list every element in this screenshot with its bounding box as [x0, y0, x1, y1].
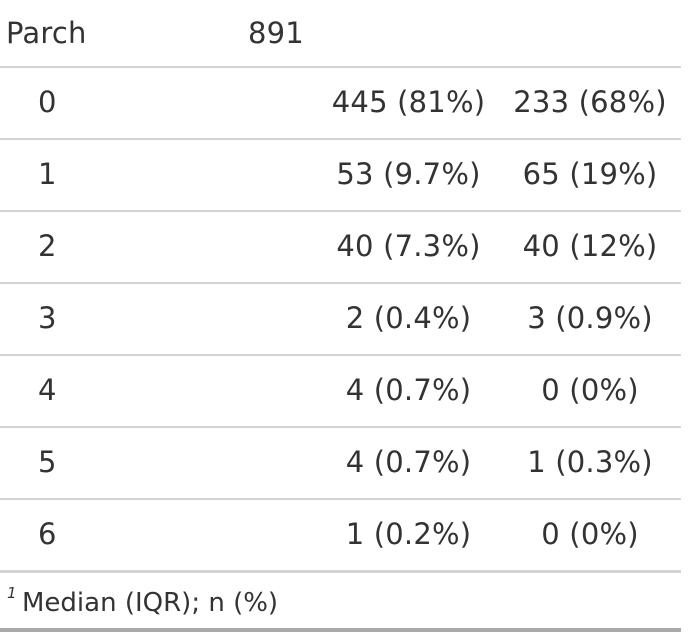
level-label: 2 — [38, 229, 57, 263]
footnote-marker: 1 — [7, 584, 17, 602]
level-label: 0 — [38, 85, 57, 119]
level-label: 1 — [38, 157, 57, 191]
group1-value: 445 (81%) — [331, 85, 486, 119]
table-row: 5 4 (0.7%) 1 (0.3%) — [0, 426, 681, 500]
group2-value: 40 (12%) — [522, 229, 658, 263]
level-label: 6 — [38, 517, 57, 551]
table-row: 6 1 (0.2%) 0 (0%) — [0, 498, 681, 573]
level-label: 5 — [38, 445, 57, 479]
group2-value: 0 (0%) — [541, 517, 639, 551]
table-row: 2 40 (7.3%) 40 (12%) — [0, 210, 681, 284]
group2-value: 1 (0.3%) — [527, 445, 653, 479]
group1-value: 2 (0.4%) — [345, 301, 472, 335]
group2-value: 0 (0%) — [541, 373, 639, 407]
table-footnote: 1 Median (IQR); n (%) — [0, 574, 681, 632]
footnote-text: Median (IQR); n (%) — [22, 588, 279, 618]
group2-value: 233 (68%) — [513, 85, 667, 119]
group1-value: 4 (0.7%) — [345, 373, 472, 407]
group2-value: 65 (19%) — [522, 157, 658, 191]
level-label: 3 — [38, 301, 57, 335]
group2-value: 3 (0.9%) — [527, 301, 653, 335]
variable-label: Parch — [6, 16, 87, 50]
variable-row: Parch 891 — [0, 0, 681, 68]
group1-value: 1 (0.2%) — [345, 517, 472, 551]
level-label: 4 — [38, 373, 57, 407]
table-row: 1 53 (9.7%) 65 (19%) — [0, 138, 681, 212]
variable-n: 891 — [248, 16, 304, 50]
group1-value: 40 (7.3%) — [336, 229, 481, 263]
table-row: 4 4 (0.7%) 0 (0%) — [0, 354, 681, 428]
table-row: 0 445 (81%) 233 (68%) — [0, 66, 681, 140]
table-row: 3 2 (0.4%) 3 (0.9%) — [0, 282, 681, 356]
group1-value: 4 (0.7%) — [345, 445, 472, 479]
group1-value: 53 (9.7%) — [336, 157, 481, 191]
